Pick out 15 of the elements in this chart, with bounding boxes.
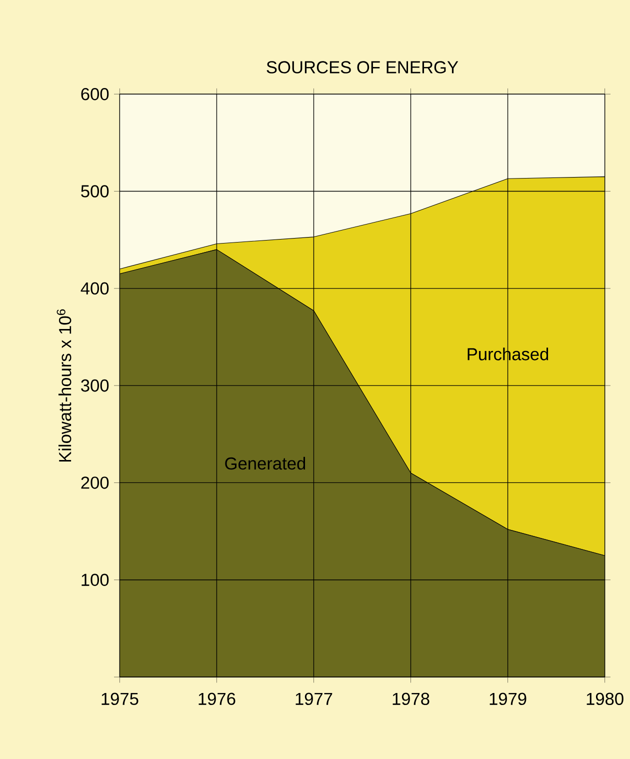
y-tick-label: 600: [81, 88, 109, 100]
y-tick-label: 300: [81, 379, 109, 392]
x-tick-label: 1978: [392, 692, 430, 706]
x-tick-label: 1976: [198, 692, 236, 706]
x-tick-label: 1975: [102, 692, 138, 706]
y-tick-label: 100: [82, 574, 109, 586]
y-axis-title: Kilowatt-hours x 10$^{6}$: [56, 309, 72, 462]
y-tick-label: 400: [80, 282, 109, 295]
y-tick-label: 500: [81, 185, 109, 198]
x-tick-label: 1980: [586, 692, 624, 706]
y-tick-label: 200: [81, 476, 109, 489]
x-tick-label: 1979: [490, 692, 526, 706]
x-tick-label: 1977: [296, 692, 332, 706]
series-label: Generated: [225, 456, 306, 470]
chart-title: SOURCES OF ENERGY: [266, 61, 458, 74]
